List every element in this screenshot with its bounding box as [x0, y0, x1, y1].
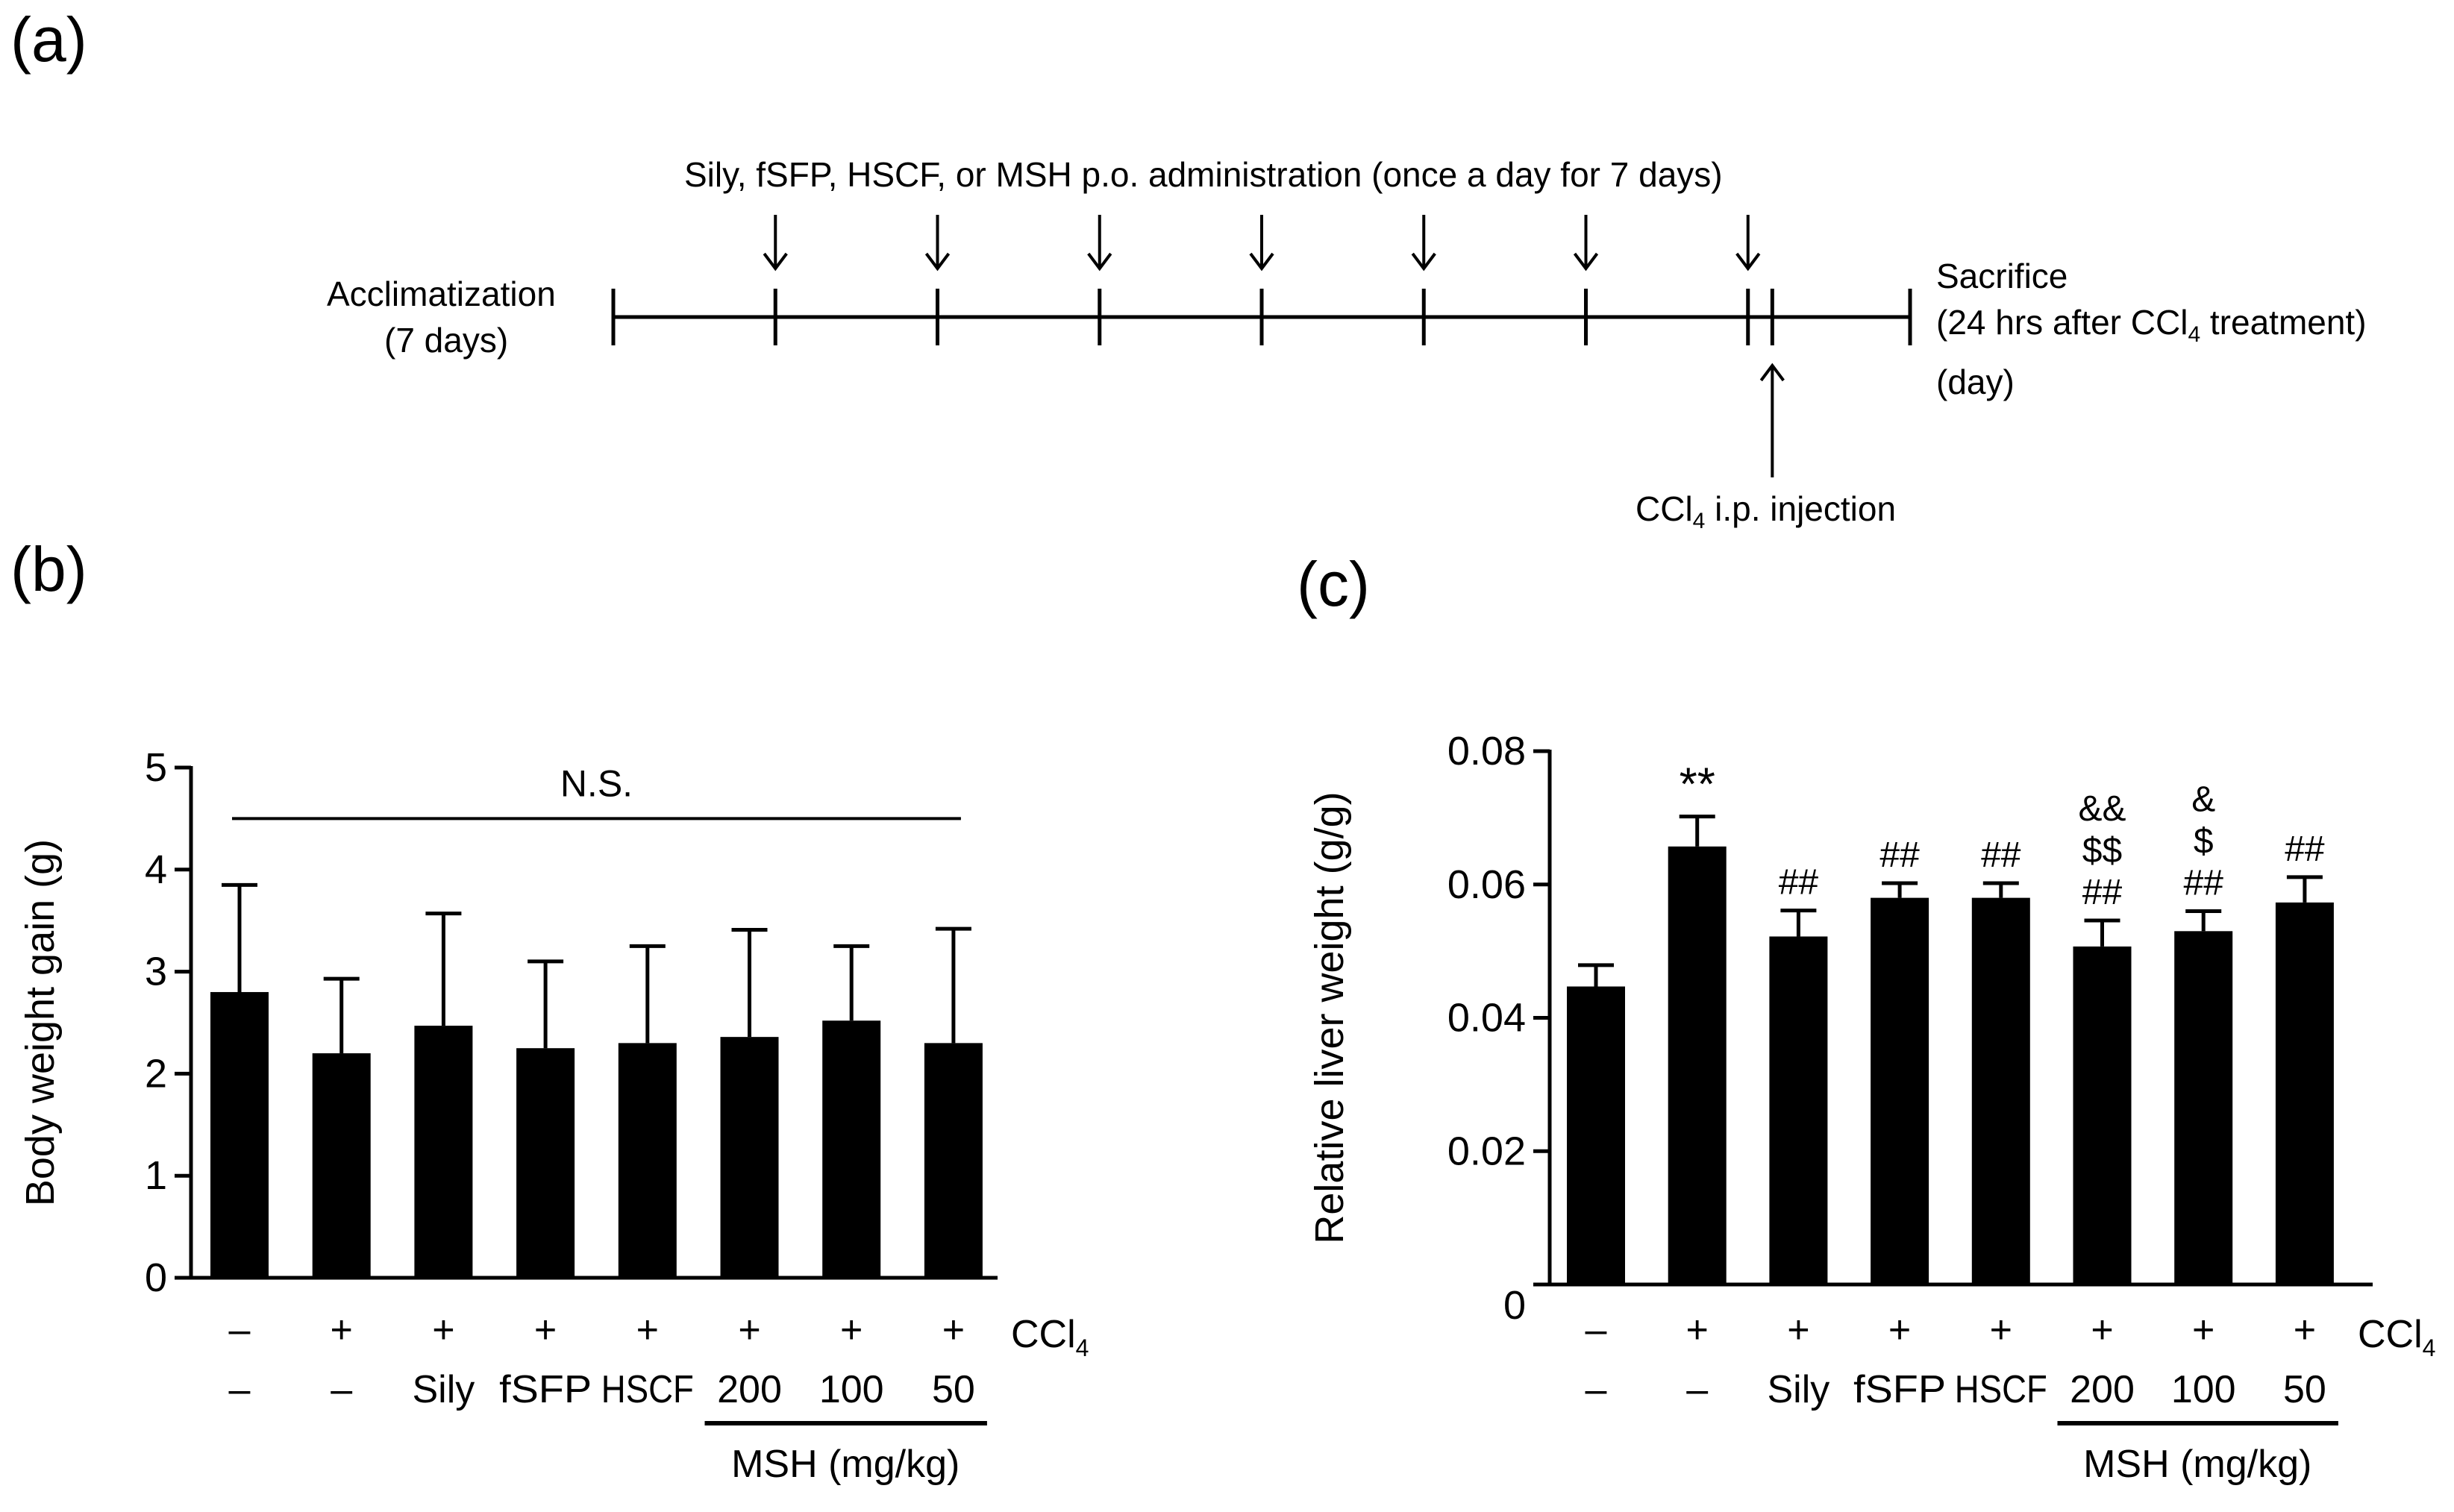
group-label: fSFP	[499, 1368, 592, 1411]
y-tick-label: 0	[1503, 1283, 1526, 1328]
bar	[1971, 897, 2030, 1284]
group-label: HSCF	[1955, 1368, 2047, 1411]
y-tick-label: 0	[145, 1255, 167, 1300]
timeline: Sily, fSFP, HSCF, or MSH p.o. administra…	[327, 155, 2367, 533]
group-label: 50	[2283, 1368, 2326, 1411]
ccl4-sign: +	[2091, 1308, 2113, 1352]
y-tick-label: 0.04	[1447, 996, 1526, 1041]
acclimatization-days: (7 days)	[384, 321, 508, 360]
bar	[1769, 936, 1828, 1284]
ccl4-sign: +	[2192, 1308, 2214, 1352]
group-label: Sily	[1768, 1368, 1830, 1411]
bar	[1668, 846, 1727, 1284]
significance-marker: ##	[2285, 829, 2325, 869]
group-label: 100	[2171, 1368, 2236, 1411]
significance-marker: ##	[1981, 835, 2021, 875]
down-arrow-head-icon	[1411, 252, 1436, 272]
ccl4-sign: +	[432, 1308, 454, 1352]
bar	[414, 1026, 473, 1278]
chart-body-weight-gain: 0 1 2 3 4 5 Body weight gain (g) N.S. – + + + + + + + CC…	[18, 745, 1089, 1486]
significance-marker: **	[1680, 759, 1715, 811]
ccl4-sign: +	[2294, 1308, 2316, 1352]
bar	[822, 1020, 881, 1278]
y-tick-label: 1	[145, 1153, 167, 1198]
day-unit-label: (day)	[1936, 363, 2015, 401]
bar	[2275, 902, 2334, 1284]
chart-relative-liver-weight: 0 0.02 0.04 0.06 0.08 Relative liver weight (…	[1307, 729, 2435, 1486]
group-label: –	[1586, 1368, 1607, 1411]
sacrifice-detail: (24 hrs after CCl4 treatment)	[1936, 303, 2367, 347]
ccl4-sign: +	[1990, 1308, 2012, 1352]
y-axis-label: Relative liver weight (g/g)	[1307, 791, 1352, 1243]
msh-label: MSH (mg/kg)	[731, 1443, 960, 1486]
msh-label: MSH (mg/kg)	[2083, 1443, 2311, 1486]
bar	[1871, 897, 1929, 1284]
acclimatization-label: Acclimatization	[327, 275, 556, 313]
significance-marker: &	[2191, 780, 2215, 820]
down-arrow-head-icon	[1249, 252, 1274, 272]
ccl4-sign: +	[942, 1308, 965, 1352]
bar	[516, 1048, 575, 1278]
group-label: fSFP	[1853, 1368, 1946, 1411]
ns-annotation: N.S.	[560, 762, 633, 804]
down-arrow-head-icon	[1573, 252, 1599, 272]
y-axis-label: Body weight gain (g)	[18, 839, 63, 1206]
ccl4-sign: +	[534, 1308, 557, 1352]
significance-marker: ##	[1779, 863, 1819, 903]
y-tick-label: 2	[145, 1051, 167, 1096]
bar	[2174, 931, 2233, 1284]
ccl4-sign: –	[1586, 1308, 1607, 1352]
administration-label: Sily, fSFP, HSCF, or MSH p.o. administra…	[684, 155, 1723, 194]
group-label: HSCF	[601, 1368, 694, 1411]
injection-label: CCl4 i.p. injection	[1636, 489, 1896, 533]
ccl4-row-label: CCl4	[2358, 1313, 2435, 1361]
group-label: –	[229, 1368, 251, 1411]
ccl4-sign: +	[331, 1308, 353, 1352]
group-label: 50	[932, 1368, 975, 1411]
group-label: Sily	[413, 1368, 475, 1411]
bar	[720, 1037, 779, 1278]
panel-label-c: (c)	[1297, 549, 1370, 619]
ccl4-row-label: CCl4	[1011, 1313, 1089, 1361]
significance-marker: $	[2194, 822, 2214, 862]
ccl4-sign: +	[840, 1308, 863, 1352]
ccl4-sign: +	[1787, 1308, 1809, 1352]
group-label: –	[1686, 1368, 1708, 1411]
panel-label-a: (a)	[10, 4, 87, 75]
bar	[924, 1043, 983, 1278]
significance-marker: &&	[2078, 789, 2126, 829]
group-label: –	[331, 1368, 352, 1411]
group-label: 200	[717, 1368, 782, 1411]
bar	[312, 1053, 371, 1278]
group-label: 200	[2070, 1368, 2135, 1411]
down-arrow-head-icon	[1087, 252, 1112, 272]
bar	[618, 1043, 677, 1278]
significance-marker: ##	[2082, 873, 2123, 912]
ccl4-sign: +	[738, 1308, 760, 1352]
significance-marker: $$	[2082, 831, 2122, 871]
panel-label-b: (b)	[10, 534, 87, 604]
down-arrow-head-icon	[1735, 252, 1761, 272]
y-tick-label: 0.06	[1447, 862, 1526, 907]
down-arrow-head-icon	[763, 252, 788, 272]
bar	[210, 991, 269, 1278]
y-tick-label: 5	[145, 745, 167, 790]
y-tick-label: 0.08	[1447, 729, 1526, 774]
up-arrow-head-icon	[1759, 363, 1785, 382]
bar	[2073, 946, 2132, 1284]
y-tick-label: 3	[145, 950, 167, 994]
bar	[1567, 986, 1625, 1284]
down-arrow-head-icon	[924, 252, 951, 272]
ccl4-sign: +	[1686, 1308, 1709, 1352]
sacrifice-label: Sacrifice	[1936, 257, 2068, 295]
ccl4-sign: –	[229, 1308, 251, 1352]
ccl4-sign: +	[1888, 1308, 1911, 1352]
y-tick-label: 0.02	[1447, 1129, 1526, 1173]
significance-marker: ##	[1879, 835, 1920, 875]
group-label: 100	[819, 1368, 884, 1411]
ccl4-sign: +	[636, 1308, 659, 1352]
significance-marker: ##	[2184, 864, 2224, 903]
y-tick-label: 4	[145, 847, 167, 892]
